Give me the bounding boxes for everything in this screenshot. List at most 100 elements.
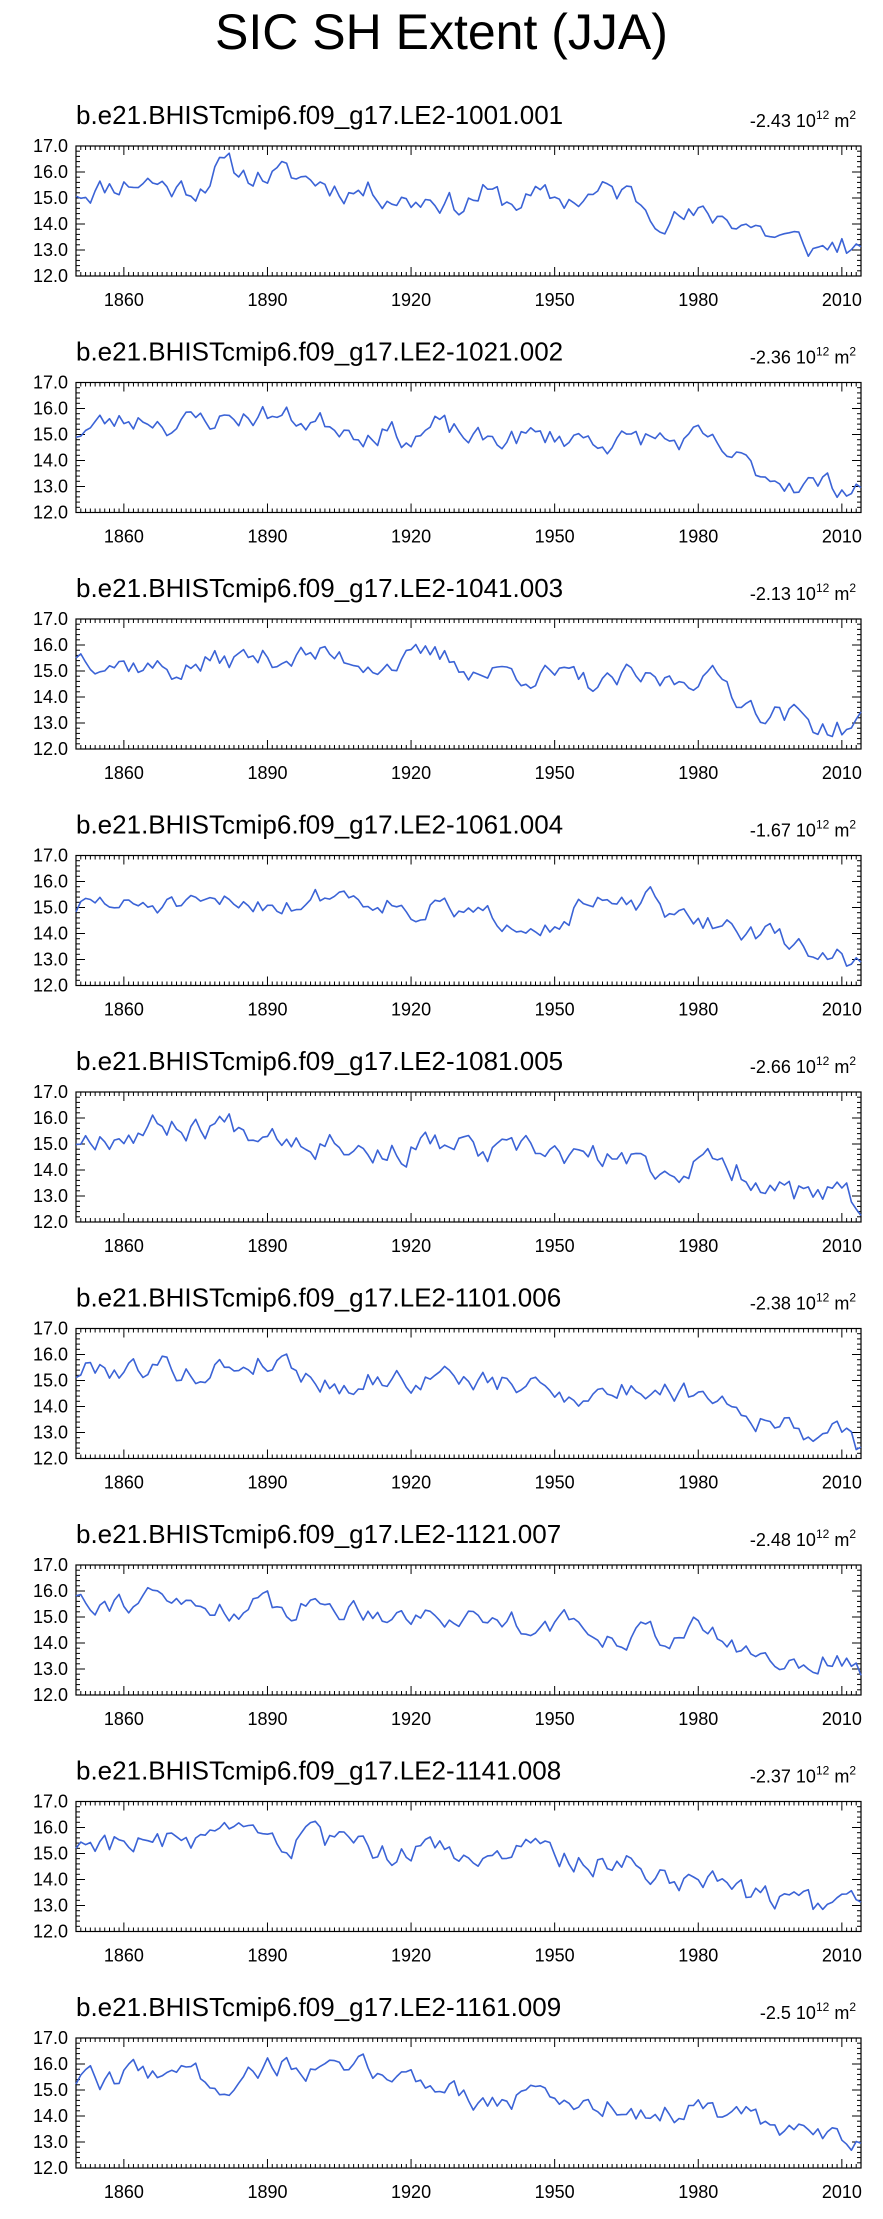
series-line [75, 1820, 862, 1911]
x-tick-label: 2010 [822, 763, 862, 783]
y-tick-label: 17.0 [33, 1792, 68, 1812]
y-tick-label: 14.0 [33, 2106, 68, 2126]
y-tick-label: 16.0 [33, 1108, 68, 1128]
x-tick-label: 1860 [104, 2182, 144, 2202]
series-line [75, 2053, 862, 2151]
y-tick-label: 13.0 [33, 1186, 68, 1206]
trend-label: -2.37 1012 m2 [750, 1764, 856, 1787]
x-tick-label: 1980 [678, 290, 718, 310]
figure-title: SIC SH Extent (JJA) [215, 4, 668, 60]
y-tick-label: 14.0 [33, 1870, 68, 1890]
panel-title: b.e21.BHISTcmip6.f09_g17.LE2-1121.007 [76, 1519, 561, 1549]
y-tick-label: 14.0 [33, 1160, 68, 1180]
x-tick-label: 1860 [104, 1236, 144, 1256]
panel-7: b.e21.BHISTcmip6.f09_g17.LE2-1121.007 -2.… [33, 1519, 862, 1729]
x-tick-label: 1920 [391, 1709, 431, 1729]
panel-title: b.e21.BHISTcmip6.f09_g17.LE2-1141.008 [76, 1756, 561, 1786]
plot-frame [75, 145, 862, 277]
y-tick-label: 13.0 [33, 2132, 68, 2152]
panel-title: b.e21.BHISTcmip6.f09_g17.LE2-1021.002 [76, 337, 563, 367]
trend-label: -2.5 1012 m2 [760, 2000, 856, 2023]
x-tick-label: 1950 [535, 1946, 575, 1966]
x-tick-label: 1860 [104, 763, 144, 783]
x-tick-label: 1860 [104, 527, 144, 547]
y-tick-label: 17.0 [33, 136, 68, 156]
x-tick-label: 1950 [535, 2182, 575, 2202]
y-tick-label: 14.0 [33, 924, 68, 944]
x-tick-label: 1890 [247, 527, 287, 547]
series-line [75, 1113, 862, 1216]
y-tick-label: 14.0 [33, 214, 68, 234]
plot-frame [75, 381, 862, 514]
y-tick-label: 12.0 [33, 739, 68, 759]
x-tick-label: 1920 [391, 290, 431, 310]
panel-1: b.e21.BHISTcmip6.f09_g17.LE2-1001.001 -2.… [33, 100, 862, 310]
series-line [75, 405, 862, 499]
trend-label: -2.43 1012 m2 [750, 108, 856, 131]
x-tick-label: 1860 [104, 290, 144, 310]
y-tick-label: 14.0 [33, 687, 68, 707]
x-tick-label: 1980 [678, 1473, 718, 1493]
x-tick-label: 1950 [535, 1709, 575, 1729]
panel-5: b.e21.BHISTcmip6.f09_g17.LE2-1081.005 -2.… [33, 1046, 862, 1256]
panel-title: b.e21.BHISTcmip6.f09_g17.LE2-1161.009 [76, 1992, 561, 2022]
y-tick-label: 15.0 [33, 1134, 68, 1154]
trend-label: -1.67 1012 m2 [750, 818, 856, 841]
y-tick-label: 13.0 [33, 713, 68, 733]
x-tick-label: 1860 [104, 1473, 144, 1493]
y-tick-label: 15.0 [33, 1371, 68, 1391]
y-tick-label: 16.0 [33, 1581, 68, 1601]
y-tick-label: 13.0 [33, 1659, 68, 1679]
y-tick-label: 17.0 [33, 1555, 68, 1575]
y-tick-label: 17.0 [33, 1082, 68, 1102]
trend-label: -2.38 1012 m2 [750, 1291, 856, 1314]
y-tick-label: 15.0 [33, 425, 68, 445]
x-tick-label: 1890 [247, 1473, 287, 1493]
panel-4: b.e21.BHISTcmip6.f09_g17.LE2-1061.004 -1.… [33, 810, 862, 1020]
x-tick-label: 2010 [822, 290, 862, 310]
y-tick-label: 16.0 [33, 872, 68, 892]
panel-title: b.e21.BHISTcmip6.f09_g17.LE2-1001.001 [76, 100, 563, 130]
y-tick-label: 15.0 [33, 1844, 68, 1864]
panel-title: b.e21.BHISTcmip6.f09_g17.LE2-1061.004 [76, 810, 563, 840]
panel-3: b.e21.BHISTcmip6.f09_g17.LE2-1041.003 -2.… [33, 573, 862, 783]
x-tick-label: 1890 [247, 290, 287, 310]
y-tick-label: 13.0 [33, 950, 68, 970]
panel-title: b.e21.BHISTcmip6.f09_g17.LE2-1041.003 [76, 573, 563, 603]
y-tick-label: 12.0 [33, 1922, 68, 1942]
y-tick-label: 14.0 [33, 1633, 68, 1653]
y-tick-label: 12.0 [33, 1212, 68, 1232]
x-tick-label: 1920 [391, 2182, 431, 2202]
x-tick-label: 1980 [678, 763, 718, 783]
trend-label: -2.36 1012 m2 [750, 345, 856, 368]
x-tick-label: 2010 [822, 1473, 862, 1493]
y-tick-label: 16.0 [33, 2054, 68, 2074]
x-tick-label: 1860 [104, 1946, 144, 1966]
plot-frame [75, 1327, 862, 1460]
panel-title: b.e21.BHISTcmip6.f09_g17.LE2-1101.006 [76, 1283, 561, 1313]
y-tick-label: 17.0 [33, 846, 68, 866]
x-tick-label: 1890 [247, 1236, 287, 1256]
y-tick-label: 15.0 [33, 898, 68, 918]
trend-label: -2.13 1012 m2 [750, 581, 856, 604]
x-tick-label: 1890 [247, 1709, 287, 1729]
series-line [75, 885, 862, 967]
y-tick-label: 13.0 [33, 1896, 68, 1916]
y-tick-label: 17.0 [33, 609, 68, 629]
x-tick-label: 2010 [822, 1000, 862, 1020]
y-tick-label: 16.0 [33, 1345, 68, 1365]
x-tick-label: 1980 [678, 1946, 718, 1966]
y-tick-label: 12.0 [33, 1449, 68, 1469]
series-line [75, 1586, 862, 1676]
y-tick-label: 12.0 [33, 1685, 68, 1705]
x-tick-label: 1890 [247, 1000, 287, 1020]
y-tick-label: 13.0 [33, 1423, 68, 1443]
x-tick-label: 1950 [535, 290, 575, 310]
x-tick-label: 1920 [391, 1000, 431, 1020]
x-tick-label: 1950 [535, 1000, 575, 1020]
x-tick-label: 1950 [535, 763, 575, 783]
x-tick-label: 1980 [678, 527, 718, 547]
x-tick-label: 1890 [247, 1946, 287, 1966]
x-tick-label: 1920 [391, 527, 431, 547]
plot-frame [75, 854, 862, 987]
